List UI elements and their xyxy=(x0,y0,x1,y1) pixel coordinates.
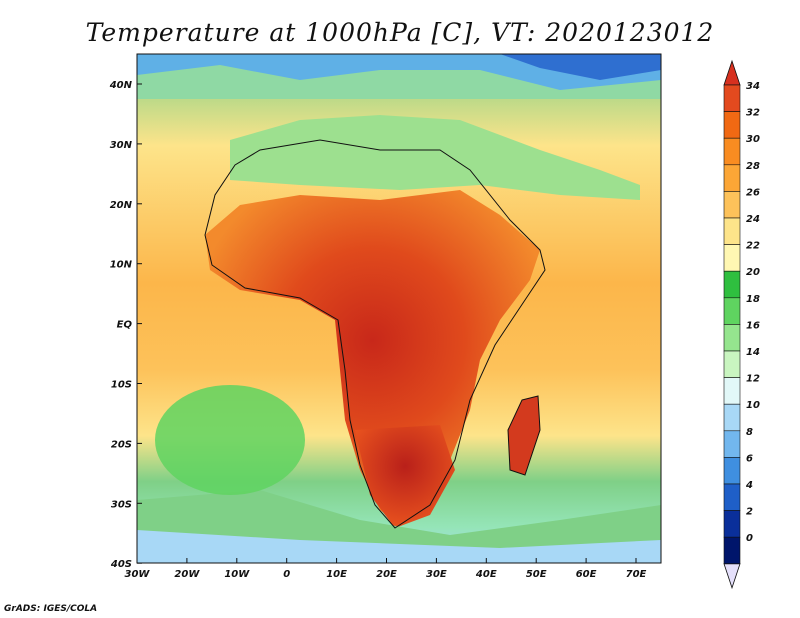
colorbar-label: 20 xyxy=(746,267,760,278)
lon-tick-label: 10W xyxy=(224,569,250,580)
colorbar-label: 26 xyxy=(746,187,760,198)
lat-tick-label: 10S xyxy=(111,380,132,391)
colorbar-label: 4 xyxy=(745,480,753,491)
lon-tick-label: 20W xyxy=(174,569,200,580)
colorbar-segment xyxy=(723,510,741,538)
credit-text: GrADS: IGES/COLA xyxy=(4,604,98,614)
colorbar-segment xyxy=(723,483,741,511)
lon-tick-label: 60E xyxy=(576,569,597,580)
colorbar-label: 18 xyxy=(746,294,760,305)
colorbar-segment xyxy=(723,297,741,325)
colorbar-segment xyxy=(723,270,741,299)
colorbar-segment xyxy=(723,536,741,565)
lon-tick-label: 50E xyxy=(526,569,547,580)
lat-tick-label: 20S xyxy=(111,439,132,450)
lat-tick-label: 20N xyxy=(110,200,133,211)
colorbar-label: 6 xyxy=(746,453,753,464)
page-title: Temperature at 1000hPa [C], VT: 20201230… xyxy=(85,18,715,47)
lat-tick-label: 30N xyxy=(110,140,133,151)
latitude-axis: 40N 30N 20N 10N EQ 10S 20S 30S 40S xyxy=(109,80,142,570)
colorbar-segment xyxy=(723,244,741,272)
lat-tick-label: 40N xyxy=(109,80,133,91)
colorbar-segment xyxy=(723,377,741,405)
colorbar-segment xyxy=(723,137,741,166)
colorbar-label: 24 xyxy=(746,214,760,225)
colorbar-label: 2 xyxy=(746,507,753,518)
colorbar-bottom-arrow xyxy=(723,563,741,590)
lon-tick-label: 10E xyxy=(326,569,347,580)
colorbar-segment xyxy=(723,164,741,192)
lon-tick-label: 30E xyxy=(426,569,447,580)
colorbar-label: 16 xyxy=(746,320,760,331)
lon-tick-label: 40E xyxy=(475,569,497,580)
lon-tick-label: 70E xyxy=(626,569,647,580)
lat-tick-label: EQ xyxy=(117,320,133,331)
lon-tick-label: 0 xyxy=(283,569,290,580)
colorbar-segment xyxy=(723,457,741,485)
colorbar-segment xyxy=(723,191,741,219)
colorbar-segment xyxy=(723,324,741,352)
colorbar-label: 28 xyxy=(746,161,760,172)
lon-tick-label: 30W xyxy=(125,569,151,580)
colorbar-segment xyxy=(723,111,741,139)
colorbar-segment xyxy=(723,217,741,245)
colorbar-segment xyxy=(723,430,741,458)
lon-tick-label: 20E xyxy=(376,569,397,580)
colorbar-label: 0 xyxy=(746,533,753,544)
lat-tick-label: 10N xyxy=(110,260,133,271)
colorbar-label: 34 xyxy=(746,81,760,92)
colorbar-label: 10 xyxy=(746,400,760,411)
colorbar-label: 32 xyxy=(746,108,760,119)
colorbar-top-arrow xyxy=(723,59,741,86)
colorbar-label: 12 xyxy=(746,374,760,385)
colorbar-segment xyxy=(723,403,741,432)
colorbar-label: 22 xyxy=(746,241,760,252)
lat-tick-label: 30S xyxy=(111,499,132,510)
temperature-field xyxy=(137,54,661,563)
colorbar-label: 30 xyxy=(746,134,760,145)
colorbar-segment xyxy=(723,84,741,112)
map-frame xyxy=(136,53,662,564)
longitude-axis: 30W 20W 10W 0 10E 20E 30E 40E 50E 60E 70E xyxy=(125,558,647,580)
colorbar-segment xyxy=(723,350,741,378)
lat-tick-label: 40S xyxy=(110,559,132,570)
colorbar-label: 8 xyxy=(746,427,753,438)
colorbar-label: 14 xyxy=(746,347,760,358)
